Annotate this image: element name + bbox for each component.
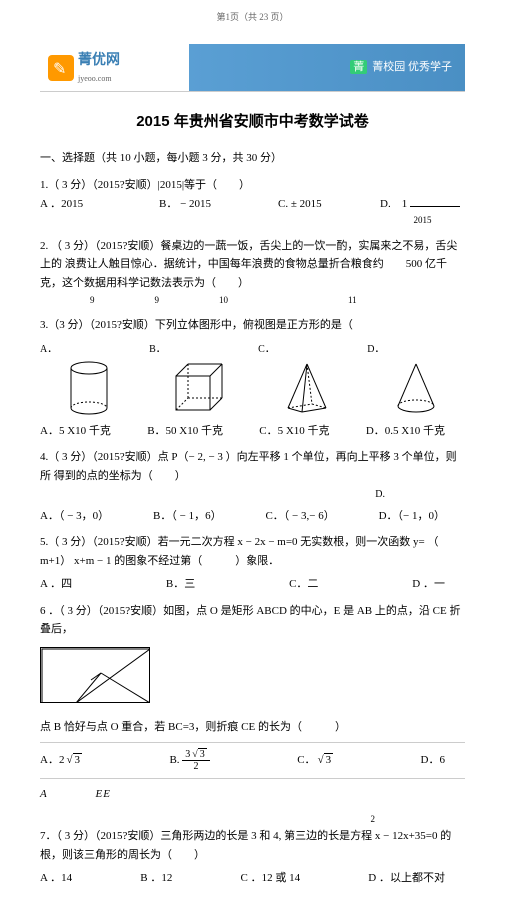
q5-opt-c: C．二 (289, 575, 318, 594)
q7-opt-c: C ．12 或 14 (241, 869, 301, 888)
q2-stem: 2. （ 3 分）（2015?安顺）餐桌边的一蔬一饭，舌尖上的一饮一酌，实属来之… (40, 237, 465, 293)
cone-icon (391, 360, 441, 416)
question-4: 4.（ 3 分）（2015?安顺）点 P（− 2, − 3 ）向左平移 1 个单… (40, 448, 465, 525)
banner-slogan: 菁菁校园 优秀学子 (348, 59, 465, 77)
q1-opt-c: C. ± 2015 (278, 195, 380, 214)
q1-d-line (410, 206, 460, 207)
q2-exponents: 9 9 10 11 (90, 293, 465, 308)
q6-stem: 6 ．（ 3 分）（2015?安顺）如图，点 O 是矩形 ABCD 的中心，E … (40, 602, 465, 639)
q7-opt-b: B ．12 (140, 869, 172, 888)
q7-opt-a: A ．14 (40, 869, 72, 888)
brand-name: 菁优网 (78, 50, 120, 72)
site-banner: 菁优网 jyeoo.com 菁菁校园 优秀学子 (40, 44, 465, 92)
q7-exp: 2 (40, 812, 465, 827)
q6-opt-b: B. 33 2 (169, 749, 209, 772)
q7-stem: 7．（ 3 分）（2015?安顺）三角形两边的长是 3 和 4, 第三边的长是方… (40, 827, 465, 864)
q3-shape-a: A． (40, 341, 138, 416)
question-2: 2. （ 3 分）（2015?安顺）餐桌边的一蔬一饭，舌尖上的一饮一酌，实属来之… (40, 237, 465, 308)
q5-stem: 5.（ 3 分）（2015?安顺）若一元二次方程 x − 2x − m=0 无实… (40, 533, 465, 570)
q6-stem2: 点 B 恰好与点 O 重合，若 BC=3，则折痕 CE 的长为（ ） (40, 718, 465, 737)
paper-title: 2015 年贵州省安顺市中考数学试卷 (40, 110, 465, 134)
q5-opt-a: A ．四 (40, 575, 72, 594)
cylinder-icon (64, 360, 114, 416)
q3-shape-d: D． (367, 341, 465, 416)
q6-opt-d: D．6 (421, 751, 445, 770)
pyramid-icon (282, 360, 332, 416)
q3-captions: A．5 X10 千克 B．50 X10 千克 C．5 X10 千克 D．0.5 … (40, 422, 465, 441)
q6-opt-c: C．3 (297, 751, 333, 770)
q4-stem: 4.（ 3 分）（2015?安顺）点 P（− 2, − 3 ）向左平移 1 个单… (40, 448, 465, 485)
divider (40, 742, 465, 743)
q5-opt-b: B．三 (166, 575, 195, 594)
divider (40, 778, 465, 779)
q5-opt-d: D ．一 (412, 575, 445, 594)
logo-icon (48, 55, 74, 81)
q1-stem: 1.（ 3 分）（2015?安顺）|2015|等于（ ） (40, 176, 465, 195)
q4-opt-c: C．（ − 3,− 6） (265, 507, 334, 526)
q4-opt-a: A．（ − 3，0） (40, 507, 109, 526)
cube-icon (170, 360, 226, 416)
q7-opt-d: D ．以上都不对 (368, 869, 445, 888)
question-6: 6 ．（ 3 分）（2015?安顺）如图，点 O 是矩形 ABCD 的中心，E … (40, 602, 465, 804)
slogan-text: 菁校园 优秀学子 (369, 60, 455, 74)
question-1: 1.（ 3 分）（2015?安顺）|2015|等于（ ） A ．2015 B． … (40, 176, 465, 229)
section-1-header: 一、选择题（共 10 小题，每小题 3 分，共 30 分） (40, 150, 465, 168)
q1-opt-b: B． − 2015 (159, 195, 278, 214)
q6-figure (40, 647, 465, 710)
q3-shape-c: C． (258, 341, 356, 416)
q3-shape-b: B． (149, 341, 247, 416)
q4-opt-b: B．（ − 1，6） (153, 507, 222, 526)
q1-opt-d: D. 1 2015 (380, 195, 465, 229)
slogan-prefix: 菁 (350, 60, 367, 74)
logo-block: 菁优网 jyeoo.com (40, 50, 120, 85)
q1-opt-a: A ．2015 (40, 195, 159, 214)
fold-rectangle-icon (40, 647, 150, 703)
question-5: 5.（ 3 分）（2015?安顺）若一元二次方程 x − 2x − m=0 无实… (40, 533, 465, 593)
q1-d-denom: 2015 (380, 213, 465, 228)
brand-url: jyeoo.com (78, 73, 120, 86)
q4-opt-d: D．（− 1，0） (379, 507, 445, 526)
page-number: 第1页（共 23 页） (40, 10, 465, 24)
q3-shapes: A． B． C． (40, 341, 465, 416)
q3-stem: 3.（3 分）（2015?安顺）下列立体图形中，俯视图是正方形的是（ (40, 316, 465, 335)
question-3: 3.（3 分）（2015?安顺）下列立体图形中，俯视图是正方形的是（ A． B． (40, 316, 465, 440)
q6-opt-a: A．23 (40, 751, 82, 770)
question-7: 2 7．（ 3 分）（2015?安顺）三角形两边的长是 3 和 4, 第三边的长… (40, 812, 465, 887)
q4-d-top: D. (40, 486, 465, 503)
q6-footer-labels: A EE (40, 785, 465, 804)
